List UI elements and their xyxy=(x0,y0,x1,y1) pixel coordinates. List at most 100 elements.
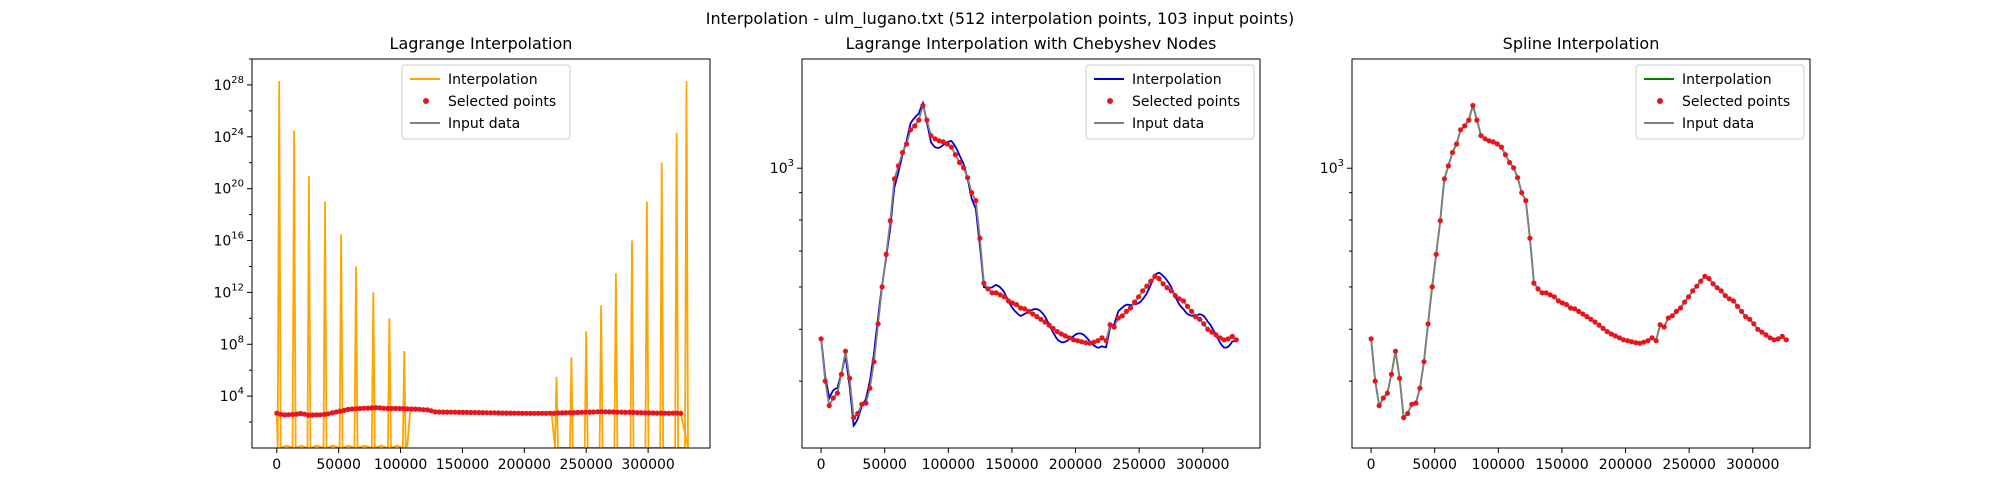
selected-point xyxy=(997,292,1003,298)
selected-point xyxy=(420,407,426,413)
selected-point xyxy=(595,409,601,415)
selected-point xyxy=(895,163,902,169)
chart-3: Spline Interpolation 0 50000 100000 150000 20… xyxy=(1320,34,1811,473)
selected-point xyxy=(1535,286,1541,292)
selected-point xyxy=(1038,316,1044,322)
selected-point xyxy=(389,405,395,411)
chart-1: Lagrange Interpolation 0 50000 100000 150000… xyxy=(213,34,711,473)
selected-point xyxy=(1519,190,1525,196)
selected-point xyxy=(412,406,418,412)
selected-point xyxy=(1050,325,1056,331)
selected-point xyxy=(1690,288,1696,294)
x-tick-label: 0 xyxy=(1367,457,1376,473)
selected-point xyxy=(944,141,950,147)
selected-point xyxy=(1079,339,1085,345)
interpolation-line xyxy=(1370,102,1787,420)
selected-point xyxy=(274,410,280,416)
selected-point xyxy=(646,410,652,416)
selected-point xyxy=(1445,163,1451,169)
legend: Interpolation Selected points Input data xyxy=(401,64,571,140)
legend-label: Interpolation xyxy=(448,72,538,88)
selected-point xyxy=(496,410,502,416)
selected-point xyxy=(428,408,434,414)
selected-point xyxy=(278,411,284,417)
selected-point xyxy=(400,406,407,412)
plot-area xyxy=(1368,102,1789,421)
selected-point xyxy=(1625,338,1631,344)
selected-point xyxy=(638,410,644,416)
selected-point xyxy=(591,409,597,415)
x-tick-label: 300000 xyxy=(621,457,674,473)
x-tick-label: 50000 xyxy=(862,457,907,473)
selected-point xyxy=(329,410,335,416)
selected-point xyxy=(1563,302,1570,308)
selected-point xyxy=(1710,281,1716,287)
x-tick-label: 50000 xyxy=(316,457,361,473)
selected-point xyxy=(1474,117,1480,123)
selected-point xyxy=(1368,336,1374,342)
selected-point xyxy=(1437,218,1443,224)
selected-point xyxy=(1576,308,1582,314)
selected-point xyxy=(834,390,841,396)
selected-point xyxy=(1421,359,1427,365)
legend-label: Input data xyxy=(1682,116,1754,132)
selected-point xyxy=(527,410,533,416)
selected-point xyxy=(456,409,462,415)
selected-point xyxy=(826,403,832,409)
y-tick-label: 1020 xyxy=(213,179,244,198)
selected-point xyxy=(579,409,585,415)
selected-point xyxy=(887,218,893,224)
selected-point xyxy=(634,410,640,416)
selected-point xyxy=(1515,175,1521,181)
selected-point xyxy=(551,410,557,416)
selected-point xyxy=(1698,278,1704,284)
y-tick-label: 103 xyxy=(770,158,794,177)
selected-point xyxy=(1682,299,1688,305)
selected-point xyxy=(1062,333,1068,339)
selected-point xyxy=(305,412,311,418)
selected-point xyxy=(472,409,478,416)
selected-point xyxy=(397,405,403,412)
selected-point xyxy=(883,251,889,257)
selected-point xyxy=(599,409,605,415)
selected-point xyxy=(1608,331,1614,337)
selected-point xyxy=(531,410,537,416)
selected-point xyxy=(1763,332,1769,338)
legend-label: Selected points xyxy=(1132,94,1240,110)
selected-point xyxy=(460,409,466,415)
selected-point xyxy=(1502,152,1508,158)
x-tick-label: 250000 xyxy=(1662,457,1715,473)
selected-point xyxy=(1686,294,1692,300)
x-tick-label: 150000 xyxy=(1535,457,1588,473)
selected-point xyxy=(1677,305,1684,311)
selected-point xyxy=(1694,283,1700,289)
selected-point xyxy=(1486,138,1492,144)
selected-point xyxy=(875,321,881,327)
selected-point xyxy=(1547,292,1553,298)
legend-label: Selected points xyxy=(1682,94,1790,110)
chart-2: Lagrange Interpolation with Chebyshev No… xyxy=(770,34,1261,473)
selected-point xyxy=(1205,326,1211,332)
legend-marker xyxy=(1657,98,1663,104)
selected-point xyxy=(503,410,510,416)
selected-point xyxy=(1172,293,1178,299)
axes-frame xyxy=(1351,58,1811,449)
selected-point xyxy=(1384,390,1390,396)
selected-point xyxy=(361,405,367,411)
legend-box xyxy=(1085,64,1255,140)
selected-point xyxy=(879,284,885,290)
chart-title: Lagrange Interpolation with Chebyshev No… xyxy=(846,34,1217,53)
selected-point xyxy=(1596,322,1602,328)
selected-point xyxy=(1739,308,1745,314)
legend-label: Interpolation xyxy=(1682,72,1772,88)
selected-point xyxy=(1193,314,1199,320)
selected-point xyxy=(1221,337,1227,343)
selected-point xyxy=(1107,322,1113,328)
figure-title: Interpolation - ulm_lugano.txt (512 inte… xyxy=(706,9,1295,29)
selected-point xyxy=(1718,288,1724,294)
selected-point xyxy=(1551,294,1557,300)
input-data-line xyxy=(820,102,1237,420)
selected-point xyxy=(916,117,922,123)
selected-point xyxy=(325,411,331,417)
selected-point xyxy=(515,410,522,416)
